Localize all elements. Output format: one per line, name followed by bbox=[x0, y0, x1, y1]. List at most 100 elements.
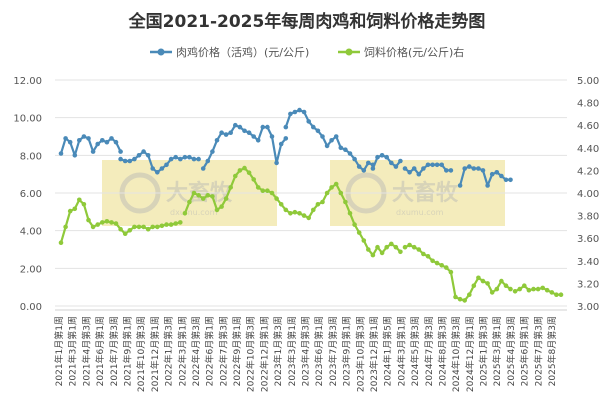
data-point bbox=[63, 136, 68, 141]
data-point bbox=[471, 166, 477, 171]
x-tick-label: 2022年6月第1周 bbox=[204, 316, 216, 386]
data-point bbox=[237, 168, 243, 173]
x-tick-label: 2023年10月第3周 bbox=[354, 316, 366, 392]
x-tick-label: 2024年12月第1周 bbox=[464, 316, 476, 392]
data-point bbox=[214, 207, 220, 213]
data-point bbox=[389, 241, 394, 247]
data-point bbox=[535, 286, 541, 292]
data-point bbox=[421, 251, 426, 257]
data-point bbox=[480, 168, 486, 173]
data-point bbox=[242, 128, 247, 134]
data-point bbox=[155, 224, 160, 230]
data-point bbox=[283, 136, 289, 141]
data-point bbox=[485, 183, 490, 188]
data-point bbox=[343, 199, 348, 205]
x-tick-label: 2024年7月第3周 bbox=[423, 316, 435, 386]
x-tick-label: 2022年10月第3周 bbox=[245, 316, 257, 392]
data-point bbox=[356, 230, 362, 235]
y-axis-right: 3.00 3.20 3.40 3.60 3.80 4.00 4.20 4.40 4.60 4.80… bbox=[577, 76, 599, 313]
data-point bbox=[109, 136, 114, 141]
data-point bbox=[283, 207, 289, 213]
data-point bbox=[361, 238, 367, 243]
x-tick-label: 2025年3月第1周 bbox=[491, 316, 503, 386]
data-point bbox=[210, 194, 215, 199]
data-point bbox=[347, 211, 353, 216]
data-point bbox=[104, 139, 110, 145]
data-point bbox=[311, 207, 316, 213]
data-point bbox=[228, 130, 233, 135]
x-tick-label: 2024年10月第3周 bbox=[450, 316, 462, 392]
data-point bbox=[72, 206, 78, 212]
y-left-tick-label: 4.00 bbox=[20, 227, 42, 238]
data-point bbox=[343, 147, 348, 152]
data-point bbox=[196, 156, 201, 162]
data-point bbox=[531, 286, 536, 292]
data-point bbox=[159, 223, 165, 229]
x-tick-label: 2023年6月第1周 bbox=[313, 316, 325, 386]
series-line bbox=[404, 243, 512, 302]
data-point bbox=[233, 122, 238, 128]
y-right-tick-label: 4.40 bbox=[577, 144, 599, 155]
data-point bbox=[145, 226, 151, 232]
data-point bbox=[347, 151, 353, 156]
data-point bbox=[90, 224, 96, 230]
data-point bbox=[63, 224, 68, 230]
data-point bbox=[315, 202, 321, 207]
data-point bbox=[366, 247, 371, 252]
data-point bbox=[168, 156, 174, 162]
x-tick-label: 2023年3月第1周 bbox=[286, 316, 298, 386]
data-point bbox=[72, 153, 78, 158]
data-point bbox=[122, 158, 128, 164]
data-point bbox=[297, 211, 302, 216]
data-point bbox=[118, 149, 123, 154]
data-point bbox=[329, 185, 334, 190]
data-point bbox=[182, 154, 188, 160]
data-point bbox=[512, 289, 518, 294]
data-point bbox=[549, 290, 555, 295]
y-left-tick-label: 12.00 bbox=[13, 76, 42, 87]
legend-marker bbox=[157, 48, 165, 56]
data-point bbox=[219, 130, 224, 135]
data-point bbox=[333, 134, 339, 139]
data-point bbox=[375, 154, 380, 160]
data-point bbox=[489, 171, 495, 177]
data-point bbox=[544, 287, 550, 293]
x-tick-label: 2025年1月第3周 bbox=[478, 316, 490, 386]
data-point bbox=[375, 244, 380, 250]
data-point bbox=[558, 292, 564, 298]
legend-item: 饲料价格(元/公斤)右 bbox=[338, 45, 464, 59]
data-point bbox=[402, 244, 408, 250]
data-point bbox=[196, 193, 201, 198]
data-point bbox=[434, 260, 440, 266]
x-tick-label: 2021年1月第1周 bbox=[53, 316, 65, 386]
x-tick-label: 2021年10月第3周 bbox=[135, 316, 147, 392]
data-point bbox=[81, 202, 87, 207]
data-point bbox=[90, 149, 96, 154]
x-tick-label: 2025年6月第1周 bbox=[519, 316, 531, 386]
data-point bbox=[476, 275, 481, 281]
x-tick-label: 2023年9月第1周 bbox=[341, 316, 353, 386]
data-point bbox=[416, 171, 422, 177]
data-point bbox=[164, 162, 169, 168]
data-point bbox=[141, 149, 146, 154]
data-point bbox=[173, 221, 178, 226]
data-point bbox=[324, 190, 330, 196]
x-tick-label: 2025年7月第3周 bbox=[532, 316, 544, 386]
data-point bbox=[453, 294, 458, 300]
y-right-tick-label: 3.60 bbox=[577, 234, 599, 245]
y-right-tick-label: 3.40 bbox=[577, 257, 599, 268]
data-point bbox=[389, 160, 394, 166]
data-point bbox=[246, 130, 252, 135]
data-point bbox=[237, 124, 243, 130]
x-tick-label: 2024年5月第3周 bbox=[409, 316, 421, 386]
x-tick-label: 2022年9月第1周 bbox=[231, 316, 243, 386]
data-point bbox=[255, 138, 261, 143]
data-point bbox=[398, 249, 403, 255]
data-point bbox=[430, 162, 435, 168]
data-point bbox=[269, 190, 275, 196]
legend-item: 肉鸡价格（活鸡）(元/公斤) bbox=[150, 45, 309, 59]
data-point bbox=[251, 177, 256, 182]
data-point bbox=[100, 138, 105, 143]
x-tick-label: 2021年9月第1周 bbox=[121, 316, 133, 386]
